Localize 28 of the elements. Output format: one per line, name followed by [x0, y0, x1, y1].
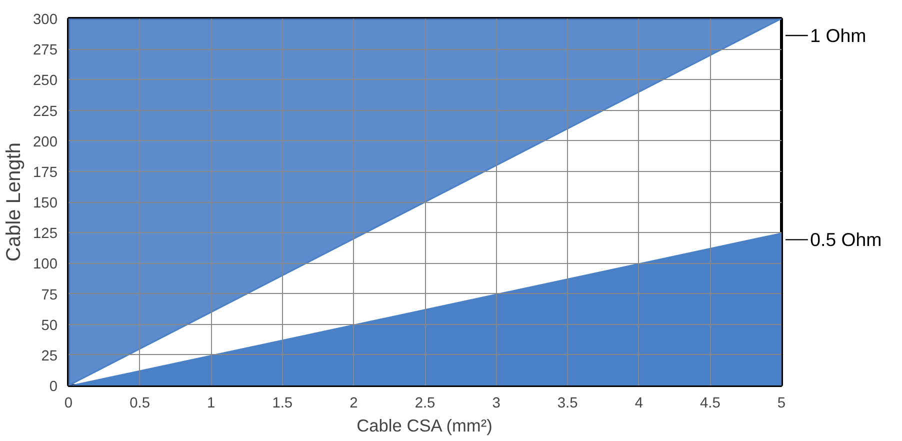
y-tick-label: 125 [33, 226, 58, 242]
y-axis-title: Cable Length [3, 142, 26, 262]
series-label: 1 Ohm [810, 25, 866, 46]
x-tick-label: 5 [777, 396, 786, 412]
x-tick-label: 3 [492, 396, 500, 412]
x-tick-label: 1 [207, 396, 216, 412]
y-tick-label: 175 [33, 164, 58, 181]
x-tick-label: 0.5 [130, 396, 150, 412]
y-tick-label: 25 [41, 348, 58, 364]
x-tick-label: 0 [64, 396, 73, 412]
x-tick-label: 1.5 [272, 396, 293, 412]
y-tick-label: 75 [41, 287, 58, 304]
y-tick-label: 225 [33, 104, 58, 120]
y-tick-label: 0 [49, 379, 58, 395]
y-tick-label: 200 [33, 134, 58, 150]
y-tick-label: 50 [41, 318, 58, 334]
x-tick-label: 4.5 [700, 396, 720, 412]
x-axis-title: Cable CSA (mm²) [356, 416, 492, 436]
series-label: 0.5 Ohm [810, 229, 882, 250]
y-tick-label: 150 [33, 196, 58, 212]
y-tick-label: 250 [33, 73, 58, 90]
y-tick-label: 300 [33, 12, 58, 28]
x-tick-label: 2 [350, 396, 358, 412]
x-tick-label: 3.5 [557, 396, 578, 412]
x-tick-label: 2.5 [414, 396, 436, 412]
x-tick-label: 4 [634, 396, 643, 412]
y-tick-label: 100 [33, 256, 58, 273]
y-tick-label: 275 [33, 42, 58, 59]
